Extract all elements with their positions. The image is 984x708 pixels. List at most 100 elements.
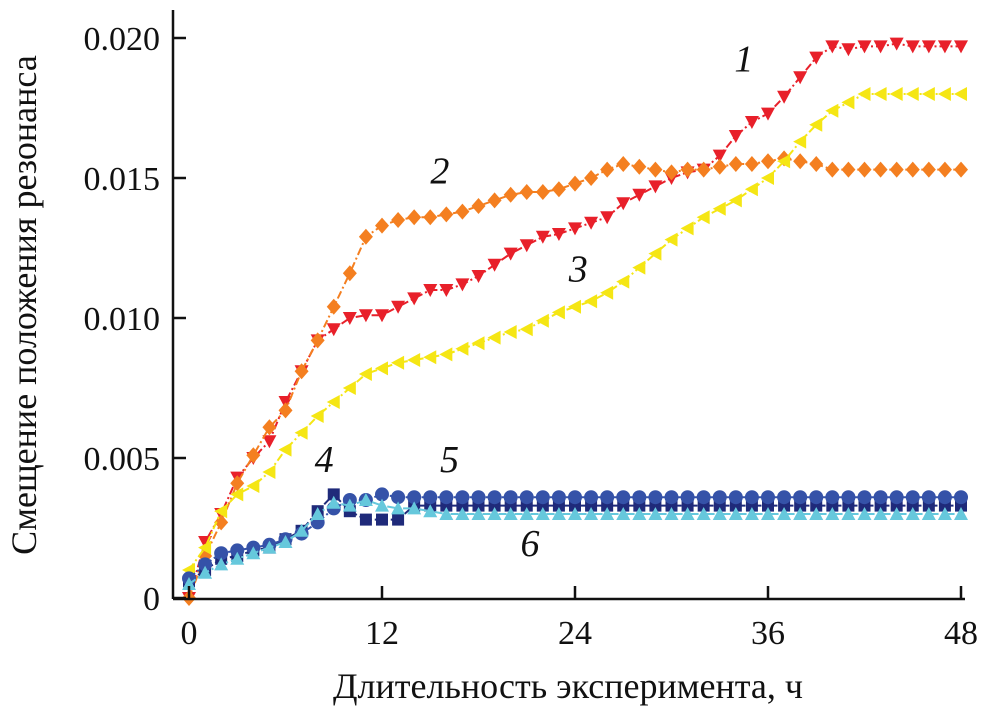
x-tick-label: 0	[181, 615, 198, 652]
data-point	[407, 353, 421, 367]
data-point	[519, 184, 534, 200]
data-point	[841, 490, 856, 505]
data-point	[954, 87, 967, 101]
data-point	[825, 507, 840, 520]
data-point	[358, 228, 373, 245]
data-point	[744, 116, 759, 129]
data-point	[712, 507, 727, 520]
data-point	[584, 294, 598, 309]
data-point	[648, 507, 663, 520]
x-tick-label: 48	[944, 615, 978, 652]
data-point	[648, 246, 662, 261]
data-point	[793, 507, 808, 520]
data-point	[937, 40, 952, 54]
y-tick-label: 0.020	[84, 21, 161, 58]
data-point	[600, 211, 615, 225]
data-point	[664, 164, 679, 181]
data-point	[600, 285, 614, 300]
data-point	[375, 487, 389, 502]
data-point	[664, 232, 678, 247]
data-point	[680, 490, 695, 505]
data-point	[616, 197, 631, 211]
data-point	[503, 490, 518, 505]
data-point	[584, 170, 599, 186]
data-point	[712, 490, 727, 505]
data-point	[519, 507, 534, 520]
data-point	[391, 501, 406, 515]
data-point	[761, 507, 775, 520]
data-point	[954, 161, 968, 178]
data-point	[680, 507, 695, 520]
data-point	[359, 513, 372, 526]
data-point	[584, 216, 599, 230]
data-point	[616, 507, 631, 520]
data-point	[391, 490, 406, 505]
data-point	[568, 299, 581, 314]
data-point	[326, 495, 341, 509]
y-tick-label: 0.005	[84, 441, 161, 478]
data-point	[680, 221, 694, 236]
data-point	[535, 313, 549, 328]
series-6	[182, 493, 968, 590]
data-point	[439, 284, 454, 297]
data-point	[954, 40, 968, 54]
data-point	[728, 193, 742, 208]
data-point	[535, 230, 550, 244]
data-point	[246, 447, 261, 464]
data-point	[391, 300, 406, 314]
data-point	[487, 507, 502, 520]
data-point	[889, 161, 904, 178]
data-point	[744, 490, 759, 505]
data-point	[809, 51, 824, 65]
data-point	[391, 355, 405, 370]
data-point	[214, 504, 228, 519]
data-point	[857, 87, 871, 101]
data-point	[809, 507, 824, 520]
data-point	[873, 87, 887, 101]
data-point	[616, 274, 630, 289]
data-point	[648, 161, 663, 178]
data-point	[793, 153, 808, 170]
data-point	[342, 312, 357, 325]
data-point	[937, 161, 952, 178]
data-point	[857, 161, 872, 178]
data-point	[455, 507, 470, 520]
data-point	[793, 490, 808, 505]
data-point	[728, 490, 743, 505]
data-point	[744, 182, 758, 197]
data-point	[905, 87, 919, 101]
curve-label-3: 3	[568, 249, 588, 291]
data-point	[841, 95, 855, 110]
data-point	[487, 490, 502, 505]
data-point	[954, 507, 968, 520]
data-point	[793, 134, 807, 149]
data-point	[262, 435, 277, 449]
curve-label-6: 6	[520, 523, 539, 565]
data-point	[921, 490, 936, 505]
data-point	[455, 490, 470, 505]
data-point	[696, 507, 711, 520]
data-point	[423, 490, 438, 505]
data-point	[761, 153, 775, 170]
data-point	[841, 507, 856, 520]
data-point	[455, 278, 470, 292]
data-point	[921, 507, 936, 520]
data-point	[584, 490, 599, 505]
data-point	[937, 490, 952, 505]
data-point	[712, 158, 727, 175]
data-point	[310, 409, 324, 423]
data-point	[246, 479, 260, 493]
data-point	[664, 507, 679, 520]
data-point	[439, 507, 454, 520]
data-point	[182, 577, 196, 590]
data-point	[809, 490, 824, 505]
data-point	[568, 175, 582, 192]
data-point	[825, 161, 840, 178]
data-point	[326, 395, 340, 409]
data-point	[214, 557, 229, 571]
data-point	[873, 161, 888, 178]
data-point	[600, 161, 615, 178]
series-5	[182, 487, 968, 586]
data-point	[728, 156, 743, 172]
data-point	[375, 309, 389, 323]
